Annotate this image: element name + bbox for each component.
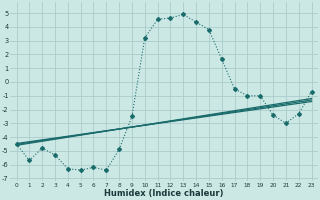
X-axis label: Humidex (Indice chaleur): Humidex (Indice chaleur) xyxy=(104,189,224,198)
